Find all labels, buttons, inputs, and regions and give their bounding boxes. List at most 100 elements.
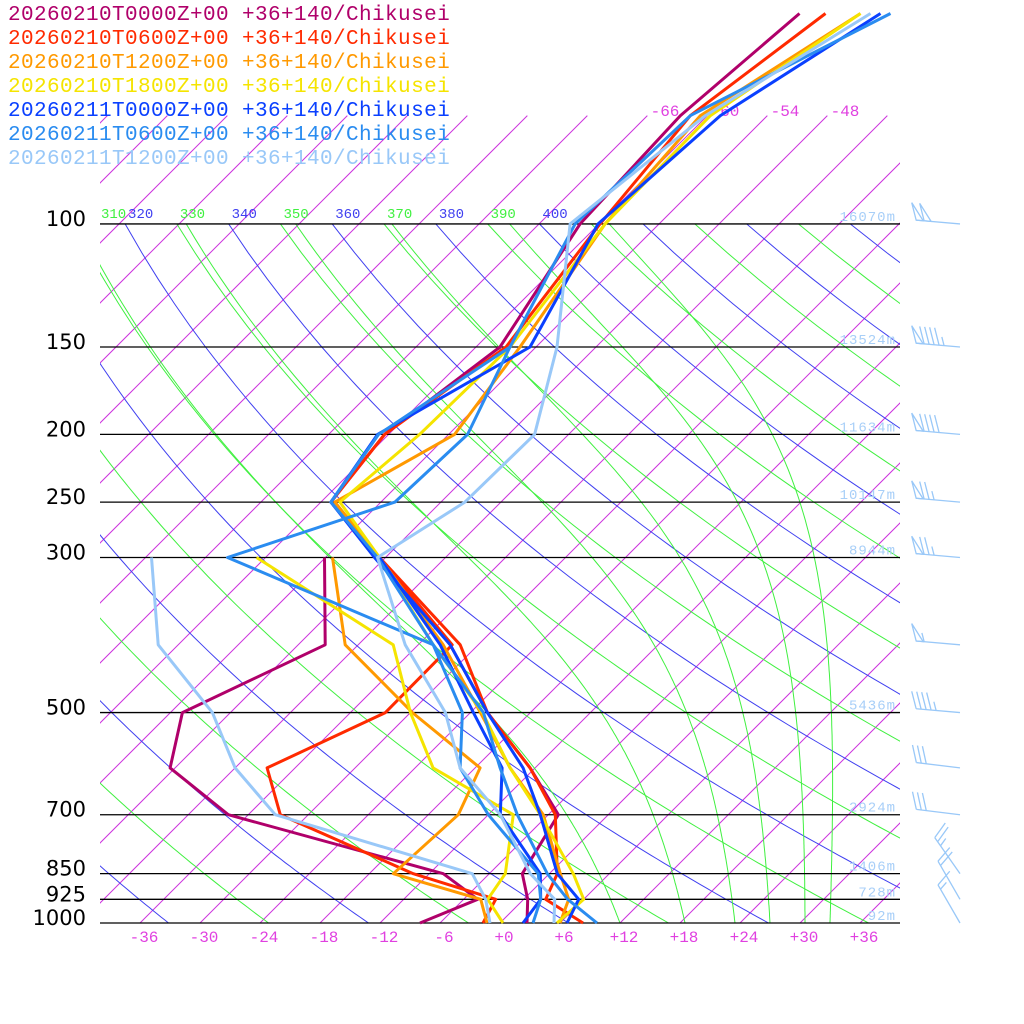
barb-full <box>937 826 949 843</box>
dry-adiabat <box>746 223 900 346</box>
barb-full <box>916 691 922 710</box>
legend-entry: 20260211T1200Z+00 +36+140/Chikusei <box>8 148 451 171</box>
isotherm-line <box>100 115 768 784</box>
moist-adiabat <box>608 223 834 923</box>
dry-adiabat <box>849 223 900 264</box>
barb-full <box>929 327 935 345</box>
isotherm-line <box>100 115 228 244</box>
isotherm-label: -48 <box>831 103 860 121</box>
legend: 20260210T0000Z+00 +36+140/Chikusei 202602… <box>8 4 450 172</box>
wind-barb <box>911 535 961 559</box>
isotherm-line <box>679 702 900 924</box>
theta-label: 360 <box>335 207 360 223</box>
temperature-profile <box>329 12 892 925</box>
wind-barb <box>911 202 961 225</box>
isotherm-line <box>100 115 648 664</box>
theta-label: 390 <box>491 207 516 223</box>
barb-full <box>924 326 930 345</box>
barb-full <box>919 326 925 345</box>
height-label: 11634m <box>840 420 896 436</box>
pressure-label: 700 <box>46 798 86 822</box>
temperature-profile <box>329 12 882 924</box>
wind-barb <box>911 480 961 503</box>
isotherm-line <box>559 582 900 924</box>
height-label: 8944m <box>849 543 896 559</box>
legend-entry: 20260211T0600Z+00 +36+140/Chikusei <box>8 124 451 147</box>
pressure-label: 500 <box>46 696 86 720</box>
height-label: 92m <box>868 909 896 925</box>
theta-label: 370 <box>387 207 412 223</box>
barb-half <box>939 838 947 847</box>
isotherm-line <box>100 115 888 904</box>
pressure-label: 200 <box>46 417 86 441</box>
barb-full <box>911 791 917 810</box>
barb-full <box>934 327 940 346</box>
height-label: 13524m <box>840 333 896 349</box>
barb-full <box>937 870 951 886</box>
height-label: 16070m <box>840 210 896 226</box>
barb-half <box>941 336 945 346</box>
barb-pennant <box>911 623 925 643</box>
isotherm-line <box>100 115 468 484</box>
barb-full <box>919 481 925 500</box>
barb-full <box>940 851 953 866</box>
barb-full <box>924 414 930 432</box>
dewpoint-profile <box>168 557 480 925</box>
legend-entry: 20260211T0000Z+00 +36+140/Chikusei <box>8 100 451 123</box>
height-label: 2924m <box>849 801 896 817</box>
barb-staff <box>937 884 961 924</box>
pressure-label: 250 <box>46 485 86 509</box>
temperature-tick-label: -36 <box>130 929 159 947</box>
height-label: 5436m <box>849 699 896 715</box>
barb-full <box>911 691 917 709</box>
temperature-tick-label: +36 <box>850 929 879 947</box>
barb-full <box>921 746 927 764</box>
barb-pennant <box>911 202 925 222</box>
moist-adiabat <box>391 223 771 924</box>
barb-full <box>916 792 922 811</box>
temperature-profile <box>376 12 872 924</box>
height-label: 10147m <box>840 488 896 504</box>
dry-adiabat <box>954 224 1024 923</box>
pressure-label: 100 <box>46 207 86 231</box>
height-label: 1406m <box>849 860 896 876</box>
dry-adiabat <box>228 223 900 790</box>
wind-barb <box>911 744 961 769</box>
barb-full <box>934 414 940 433</box>
barb-full <box>937 847 951 862</box>
height-label: 728m <box>858 885 896 901</box>
barb-half <box>933 701 937 711</box>
isotherm-line <box>199 222 900 924</box>
wind-barb <box>911 325 961 348</box>
temperature-tick-label: +24 <box>730 929 759 947</box>
temperature-tick-label: -30 <box>190 929 219 947</box>
wind-barb <box>911 791 961 816</box>
isotherm-line <box>739 762 900 924</box>
wind-barb <box>911 412 961 436</box>
barb-full <box>924 537 930 555</box>
barb-half <box>931 490 935 501</box>
isotherm-line <box>100 115 588 604</box>
barb-full <box>921 691 927 710</box>
pressure-label: 300 <box>46 540 86 564</box>
barb-full <box>926 692 932 711</box>
barb-full <box>916 745 922 764</box>
dry-adiabat <box>487 223 900 559</box>
theta-label: 340 <box>232 207 257 223</box>
theta-label: 400 <box>542 207 567 223</box>
theta-label: 350 <box>283 207 308 223</box>
wind-barb <box>911 623 961 646</box>
pressure-label: 925 <box>46 882 86 906</box>
barb-half <box>940 881 947 890</box>
isotherm-line <box>100 115 828 844</box>
isotherm-line <box>439 462 900 924</box>
barb-pennant <box>911 325 925 345</box>
barb-full <box>921 792 927 811</box>
wind-barb <box>937 870 961 924</box>
temperature-tick-label: -6 <box>434 929 453 947</box>
isotherm-line <box>100 115 528 544</box>
barb-staff <box>916 761 961 769</box>
isotherm-line <box>319 342 900 924</box>
barb-full <box>911 744 917 763</box>
